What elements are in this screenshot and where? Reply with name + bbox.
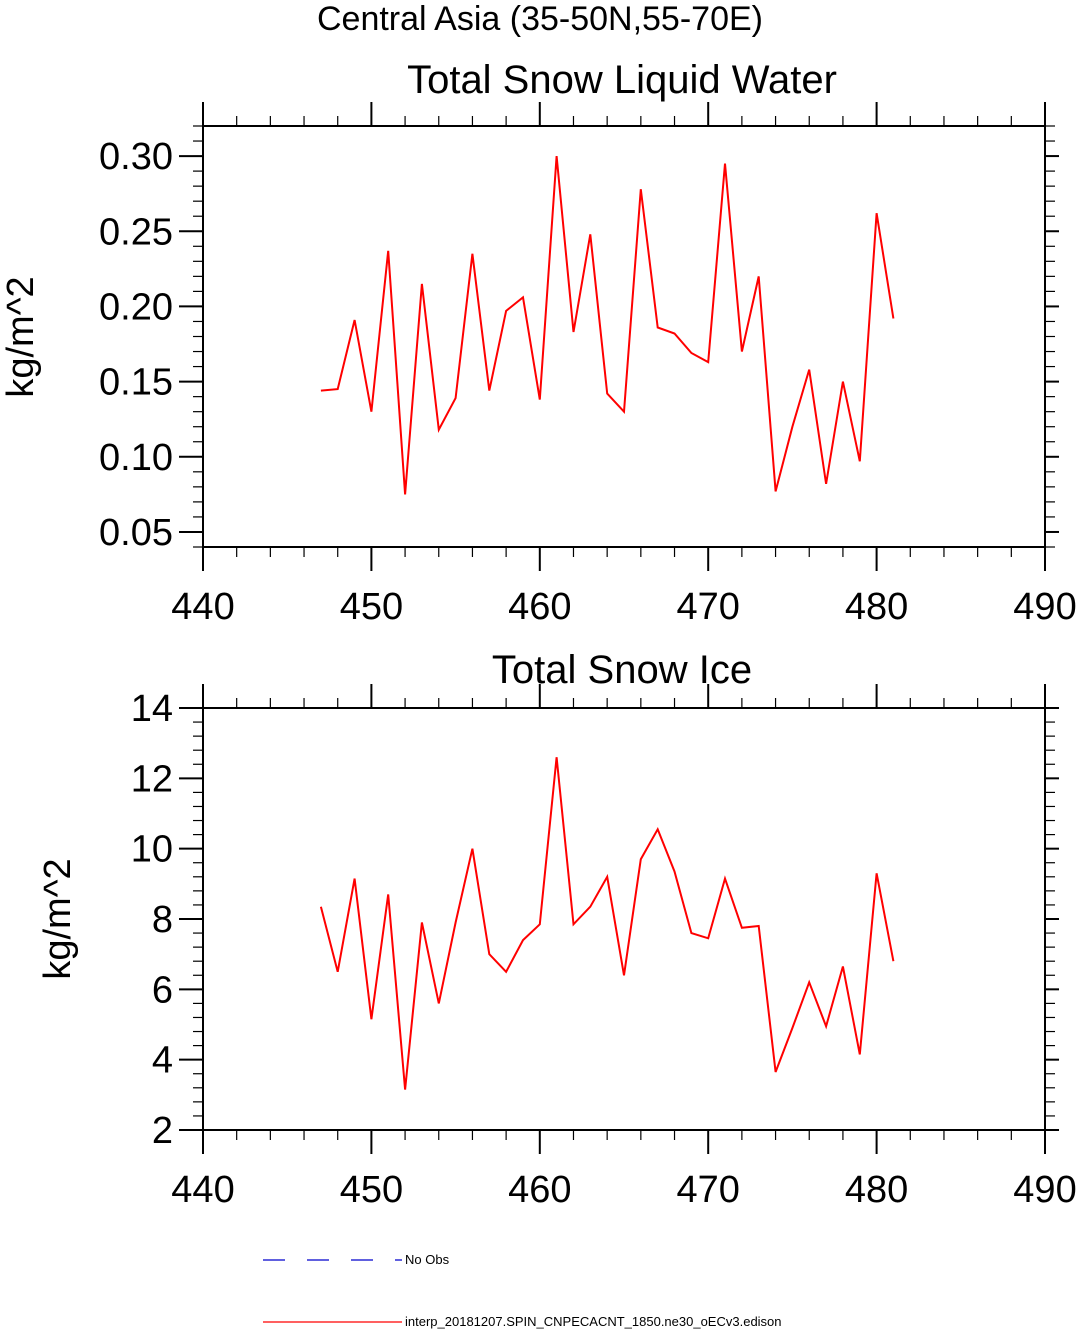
plot-frame: [203, 126, 1045, 547]
chart-title: Total Snow Ice: [492, 648, 752, 692]
x-tick-label: 450: [340, 1169, 403, 1211]
legend: No Obs interp_20181207.SPIN_CNPECACNT_18…: [263, 1252, 782, 1329]
legend-label-model: interp_20181207.SPIN_CNPECACNT_1850.ne30…: [405, 1314, 782, 1329]
x-tick-label: 450: [340, 586, 403, 628]
x-tick-label: 440: [171, 1169, 234, 1211]
y-tick-label: 2: [152, 1110, 173, 1152]
panel-snow-liquid-water: Total Snow Liquid Water kg/m^2 440 450 460…: [0, 58, 1077, 628]
y-tick-label: 12: [131, 758, 173, 800]
y-tick-label: 0.30: [99, 136, 173, 178]
y-tick-label: 10: [131, 829, 173, 871]
y-tick-label: 14: [131, 688, 173, 730]
y-axis-label: kg/m^2: [37, 858, 79, 979]
panel-snow-ice: Total Snow Ice kg/m^2 440 450 460 470 480 490…: [37, 648, 1077, 1211]
plot-frame: [203, 708, 1045, 1130]
x-tick-label: 480: [845, 586, 908, 628]
legend-label-no-obs: No Obs: [405, 1252, 450, 1267]
y-tick-label: 6: [152, 969, 173, 1011]
y-tick-label: 0.20: [99, 286, 173, 328]
x-tick-label: 460: [508, 1169, 571, 1211]
y-tick-label: 8: [152, 899, 173, 941]
y-axis-label: kg/m^2: [0, 276, 42, 397]
y-tick-label: 4: [152, 1040, 173, 1082]
y-tick-label: 0.15: [99, 362, 173, 404]
y-tick-label: 0.05: [99, 512, 173, 554]
x-tick-label: 470: [676, 586, 739, 628]
x-tick-label: 460: [508, 586, 571, 628]
series-line: [321, 156, 894, 494]
y-tick-label: 0.10: [99, 437, 173, 479]
chart-title: Total Snow Liquid Water: [407, 58, 837, 102]
x-tick-label: 490: [1013, 1169, 1076, 1211]
x-tick-label: 470: [676, 1169, 739, 1211]
x-tick-label: 440: [171, 586, 234, 628]
figure-suptitle: Central Asia (35-50N,55-70E): [317, 0, 763, 38]
x-tick-label: 490: [1013, 586, 1076, 628]
series-line: [321, 757, 894, 1089]
y-tick-label: 0.25: [99, 211, 173, 253]
x-tick-label: 480: [845, 1169, 908, 1211]
